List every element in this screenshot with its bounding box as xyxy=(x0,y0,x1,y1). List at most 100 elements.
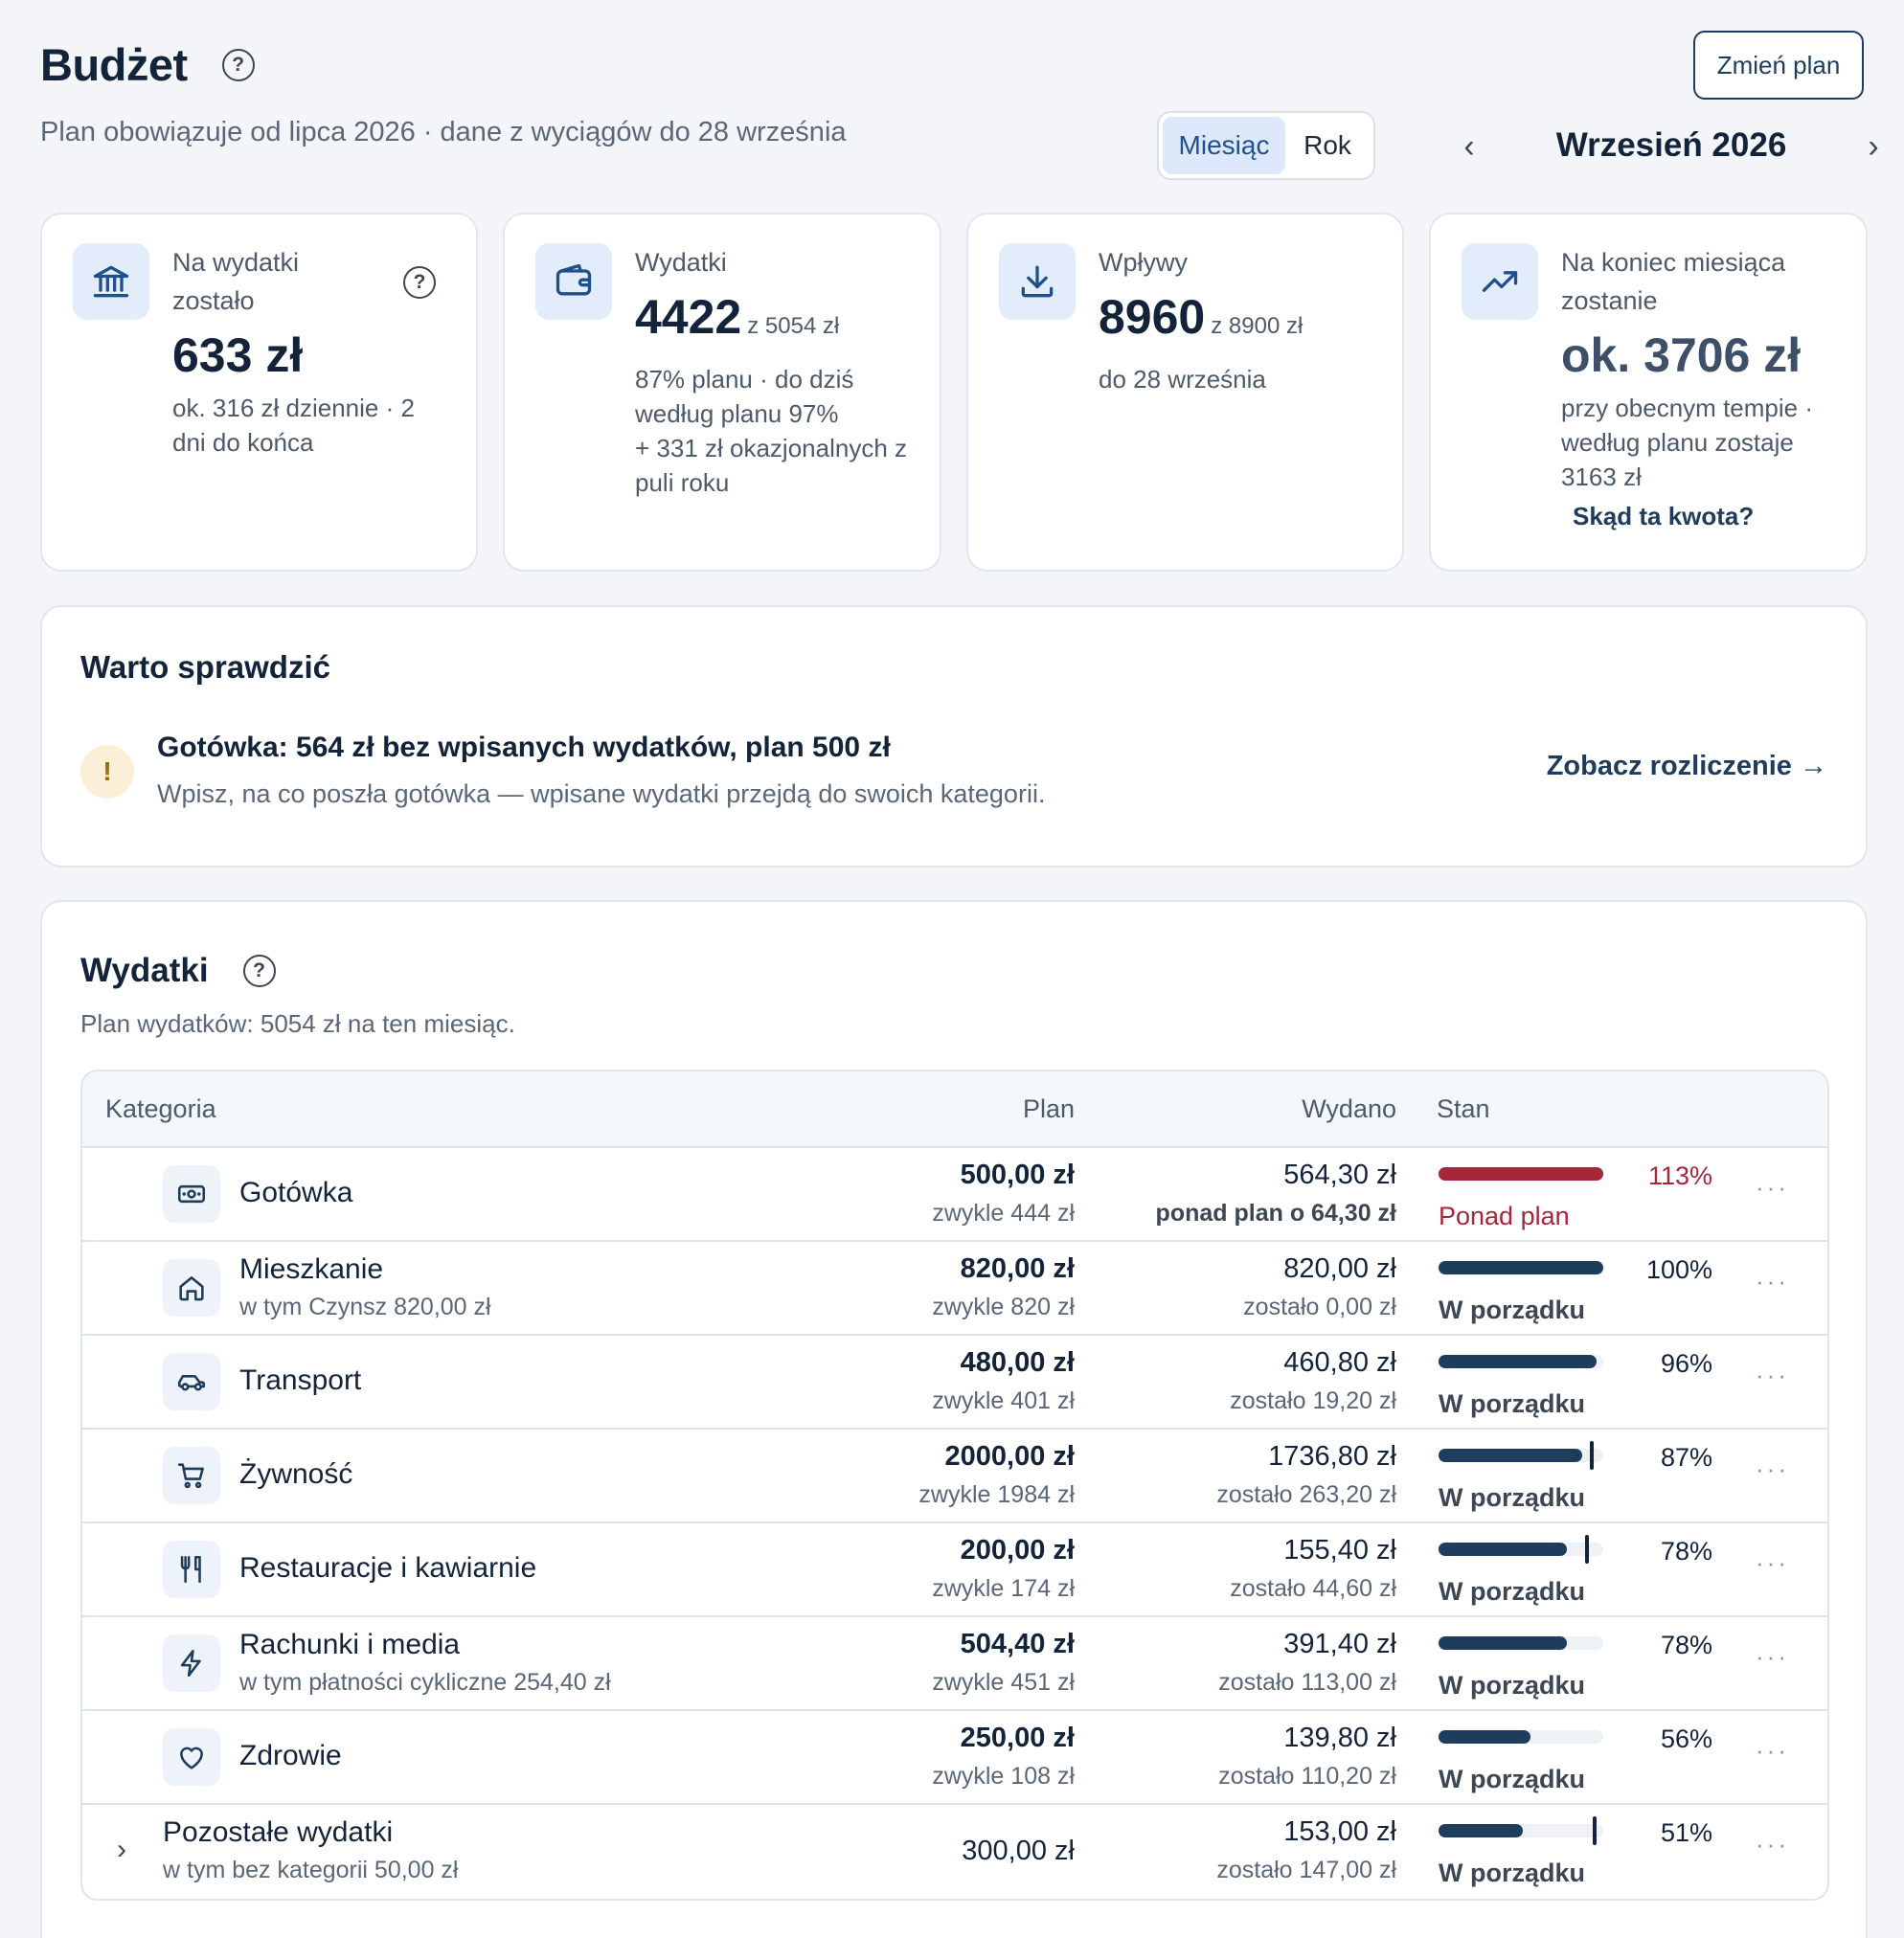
progress-bar xyxy=(1439,1636,1603,1650)
category-subtext: w tym płatności cykliczne 254,40 zł xyxy=(239,1669,611,1696)
more-options-icon[interactable]: ··· xyxy=(1756,1361,1789,1389)
status-label: W porządku xyxy=(1439,1389,1585,1418)
card-detail: do 28 września xyxy=(1099,365,1266,394)
category-name: Żywność xyxy=(239,1458,353,1490)
table-body: Gotówka 500,00 zł zwykle 444 zł 564,30 zł po… xyxy=(82,1148,1827,1899)
warning-text: Wpisz, na co poszła gotówka — wpisane wy… xyxy=(157,779,1046,808)
table-row[interactable]: Rachunki i media w tym płatności cykliczn… xyxy=(82,1617,1827,1711)
home-icon xyxy=(163,1259,220,1317)
spent-remaining: zostało 0,00 zł xyxy=(1243,1294,1396,1320)
plan-usual: zwykle 444 zł xyxy=(932,1200,1075,1227)
percent-value: 78% xyxy=(1660,1537,1712,1566)
table-row[interactable]: › Pozostałe wydatki w tym bez kategorii 50… xyxy=(82,1805,1827,1899)
category-name: Restauracje i kawiarnie xyxy=(239,1552,537,1584)
more-options-icon[interactable]: ··· xyxy=(1756,1454,1789,1483)
chevron-right-icon[interactable]: › xyxy=(1868,127,1879,165)
spent-value: 820,00 zł xyxy=(1283,1253,1396,1284)
chevron-left-icon[interactable]: ‹ xyxy=(1463,127,1475,165)
percent-value: 113% xyxy=(1647,1161,1712,1190)
spent-value: 460,80 zł xyxy=(1283,1347,1396,1378)
status-label: W porządku xyxy=(1439,1296,1585,1324)
plan-usual: zwykle 174 zł xyxy=(932,1575,1075,1602)
see-settlement-link[interactable]: Zobacz rozliczenie → xyxy=(1546,751,1827,781)
plan-usual: zwykle 401 zł xyxy=(932,1387,1075,1414)
expenses-panel: Wydatki ? Plan wydatków: 5054 zł na ten … xyxy=(40,900,1868,1938)
status-label: W porządku xyxy=(1439,1483,1585,1512)
card-detail: + 331 zł okazjonalnych z puli roku xyxy=(635,434,908,497)
progress-fill xyxy=(1439,1636,1568,1650)
chevron-right-icon[interactable]: › xyxy=(117,1834,126,1865)
plan-value: 480,00 zł xyxy=(960,1347,1075,1378)
progress-fill xyxy=(1439,1355,1598,1368)
progress-bar xyxy=(1439,1535,1603,1564)
progress-bar xyxy=(1439,1730,1603,1744)
progress-fill xyxy=(1439,1261,1603,1274)
amount-explanation-link[interactable]: Skąd ta kwota? xyxy=(1573,502,1755,530)
wallet-icon xyxy=(535,243,612,320)
status-label: W porządku xyxy=(1439,1577,1585,1606)
table-row[interactable]: Restauracje i kawiarnie 200,00 zł zwykle 1… xyxy=(82,1523,1827,1617)
expenses-title: Wydatki xyxy=(80,952,209,989)
category-name: Rachunki i media xyxy=(239,1629,461,1660)
progress-bar xyxy=(1439,1816,1603,1845)
category-name: Transport xyxy=(239,1364,362,1396)
percent-value: 78% xyxy=(1660,1631,1712,1659)
progress-marker xyxy=(1584,1535,1589,1564)
progress-fill xyxy=(1439,1449,1582,1462)
check-panel: Warto sprawdzić ! Gotówka: 564 zł bez wp… xyxy=(40,605,1868,868)
column-state: Stan xyxy=(1437,1094,1490,1123)
percent-value: 56% xyxy=(1660,1724,1712,1753)
plan-value: 250,00 zł xyxy=(960,1723,1075,1753)
car-icon xyxy=(163,1353,220,1410)
more-options-icon[interactable]: ··· xyxy=(1756,1736,1789,1765)
spent-remaining: zostało 110,20 zł xyxy=(1218,1763,1396,1790)
expenses-title-row: Wydatki ? xyxy=(80,952,276,990)
more-options-icon[interactable]: ··· xyxy=(1756,1173,1789,1202)
spent-value: 139,80 zł xyxy=(1283,1723,1396,1753)
progress-bar xyxy=(1439,1355,1603,1368)
help-icon[interactable]: ? xyxy=(221,48,255,81)
status-label: Ponad plan xyxy=(1439,1202,1570,1230)
percent-value: 96% xyxy=(1660,1349,1712,1378)
card-value-number: 8960 xyxy=(1099,290,1206,344)
toggle-year[interactable]: Rok xyxy=(1303,130,1351,160)
plan-usual: zwykle 820 zł xyxy=(932,1294,1075,1320)
card-label: Wydatki xyxy=(635,248,727,277)
category-name: Gotówka xyxy=(239,1177,353,1208)
table-row[interactable]: Mieszkanie w tym Czynsz 820,00 zł 820,00 z… xyxy=(82,1242,1827,1336)
status-label: W porządku xyxy=(1439,1859,1585,1887)
page-title: Budżet xyxy=(40,39,188,90)
plan-value: 504,40 zł xyxy=(960,1629,1075,1659)
card-expenses: Wydatki 4422 z 5054 zł 87% planu · do dzi… xyxy=(503,213,941,572)
card-value-of: z 5054 zł xyxy=(747,313,840,339)
card-income: Wpływy 8960 z 8900 zł do 28 września xyxy=(966,213,1404,572)
more-options-icon[interactable]: ··· xyxy=(1756,1642,1789,1671)
category-name: Zdrowie xyxy=(239,1740,342,1771)
help-icon[interactable]: ? xyxy=(403,266,436,299)
card-label: Na wydatki zostało xyxy=(172,248,300,315)
plan-value: 500,00 zł xyxy=(960,1160,1075,1190)
plan-value: 820,00 zł xyxy=(960,1253,1075,1284)
progress-bar xyxy=(1439,1441,1603,1470)
more-options-icon[interactable]: ··· xyxy=(1756,1830,1789,1859)
table-row[interactable]: Żywność 2000,00 zł zwykle 1984 zł 1736,80 z… xyxy=(82,1430,1827,1523)
help-icon[interactable]: ? xyxy=(242,955,276,987)
plan-usual: zwykle 451 zł xyxy=(932,1669,1075,1696)
table-row[interactable]: Transport 480,00 zł zwykle 401 zł 460,80 zł… xyxy=(82,1336,1827,1430)
toggle-month[interactable]: Miesiąc xyxy=(1163,117,1285,174)
more-options-icon[interactable]: ··· xyxy=(1756,1548,1789,1577)
change-plan-button[interactable]: Zmień plan xyxy=(1693,31,1864,100)
cash-icon xyxy=(163,1165,220,1223)
spent-value: 391,40 zł xyxy=(1283,1629,1396,1659)
card-remaining: ? Na wydatki zostało 633 zł ok. 316 zł d… xyxy=(40,213,478,572)
table-row[interactable]: Gotówka 500,00 zł zwykle 444 zł 564,30 zł po… xyxy=(82,1148,1827,1242)
page-header: Budżet ? Plan obowiązuje od lipca 2026 ·… xyxy=(38,0,1879,201)
more-options-icon[interactable]: ··· xyxy=(1756,1267,1789,1296)
table-row[interactable]: Zdrowie 250,00 zł zwykle 108 zł 139,80 zł zo… xyxy=(82,1711,1827,1805)
spent-value: 153,00 zł xyxy=(1283,1816,1396,1847)
spent-remaining: zostało 113,00 zł xyxy=(1218,1669,1396,1696)
spent-value: 155,40 zł xyxy=(1283,1535,1396,1566)
progress-marker xyxy=(1589,1441,1594,1470)
card-value: 633 zł xyxy=(172,328,304,382)
